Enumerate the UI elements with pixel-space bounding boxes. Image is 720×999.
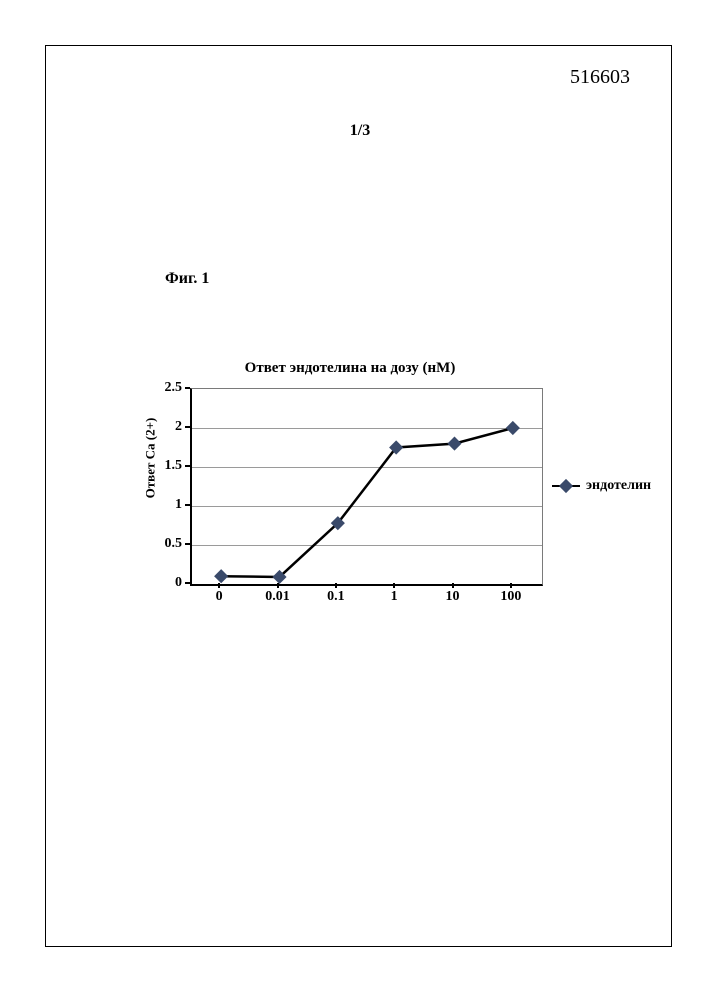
y-tick-mark (185, 504, 190, 506)
y-tick-label: 0 (142, 575, 182, 591)
legend-label: эндотелин (586, 478, 651, 494)
legend-line (552, 485, 580, 487)
x-tick-mark (218, 583, 220, 588)
diamond-marker-icon (559, 478, 573, 492)
y-tick-label: 2 (142, 419, 182, 435)
plot-area (190, 388, 543, 586)
diamond-marker (506, 421, 520, 435)
figure-label: Фиг. 1 (165, 270, 209, 288)
legend: эндотелин (552, 478, 651, 494)
y-tick-mark (185, 543, 190, 545)
x-tick-mark (510, 583, 512, 588)
x-tick-label: 1 (374, 589, 414, 605)
document-id: 516603 (570, 66, 630, 89)
x-tick-mark (335, 583, 337, 588)
x-tick-label: 100 (491, 589, 531, 605)
y-tick-label: 1 (142, 497, 182, 513)
y-tick-label: 2.5 (142, 380, 182, 396)
dose-response-chart: Ответ эндотелина на дозу (нМ) Ответ Ca (… (120, 360, 640, 660)
x-tick-label: 0.1 (316, 589, 356, 605)
y-tick-mark (185, 387, 190, 389)
y-tick-mark (185, 426, 190, 428)
x-tick-label: 10 (433, 589, 473, 605)
x-tick-label: 0.01 (258, 589, 298, 605)
page-number: 1/3 (0, 122, 720, 140)
series-line (192, 389, 542, 584)
diamond-marker (214, 569, 228, 583)
y-tick-label: 0.5 (142, 536, 182, 552)
x-tick-mark (277, 583, 279, 588)
y-tick-mark (185, 465, 190, 467)
x-tick-mark (393, 583, 395, 588)
chart-title: Ответ эндотелина на дозу (нМ) (170, 360, 530, 377)
diamond-marker (447, 437, 461, 451)
x-tick-mark (452, 583, 454, 588)
x-tick-label: 0 (199, 589, 239, 605)
y-tick-mark (185, 582, 190, 584)
y-tick-label: 1.5 (142, 458, 182, 474)
